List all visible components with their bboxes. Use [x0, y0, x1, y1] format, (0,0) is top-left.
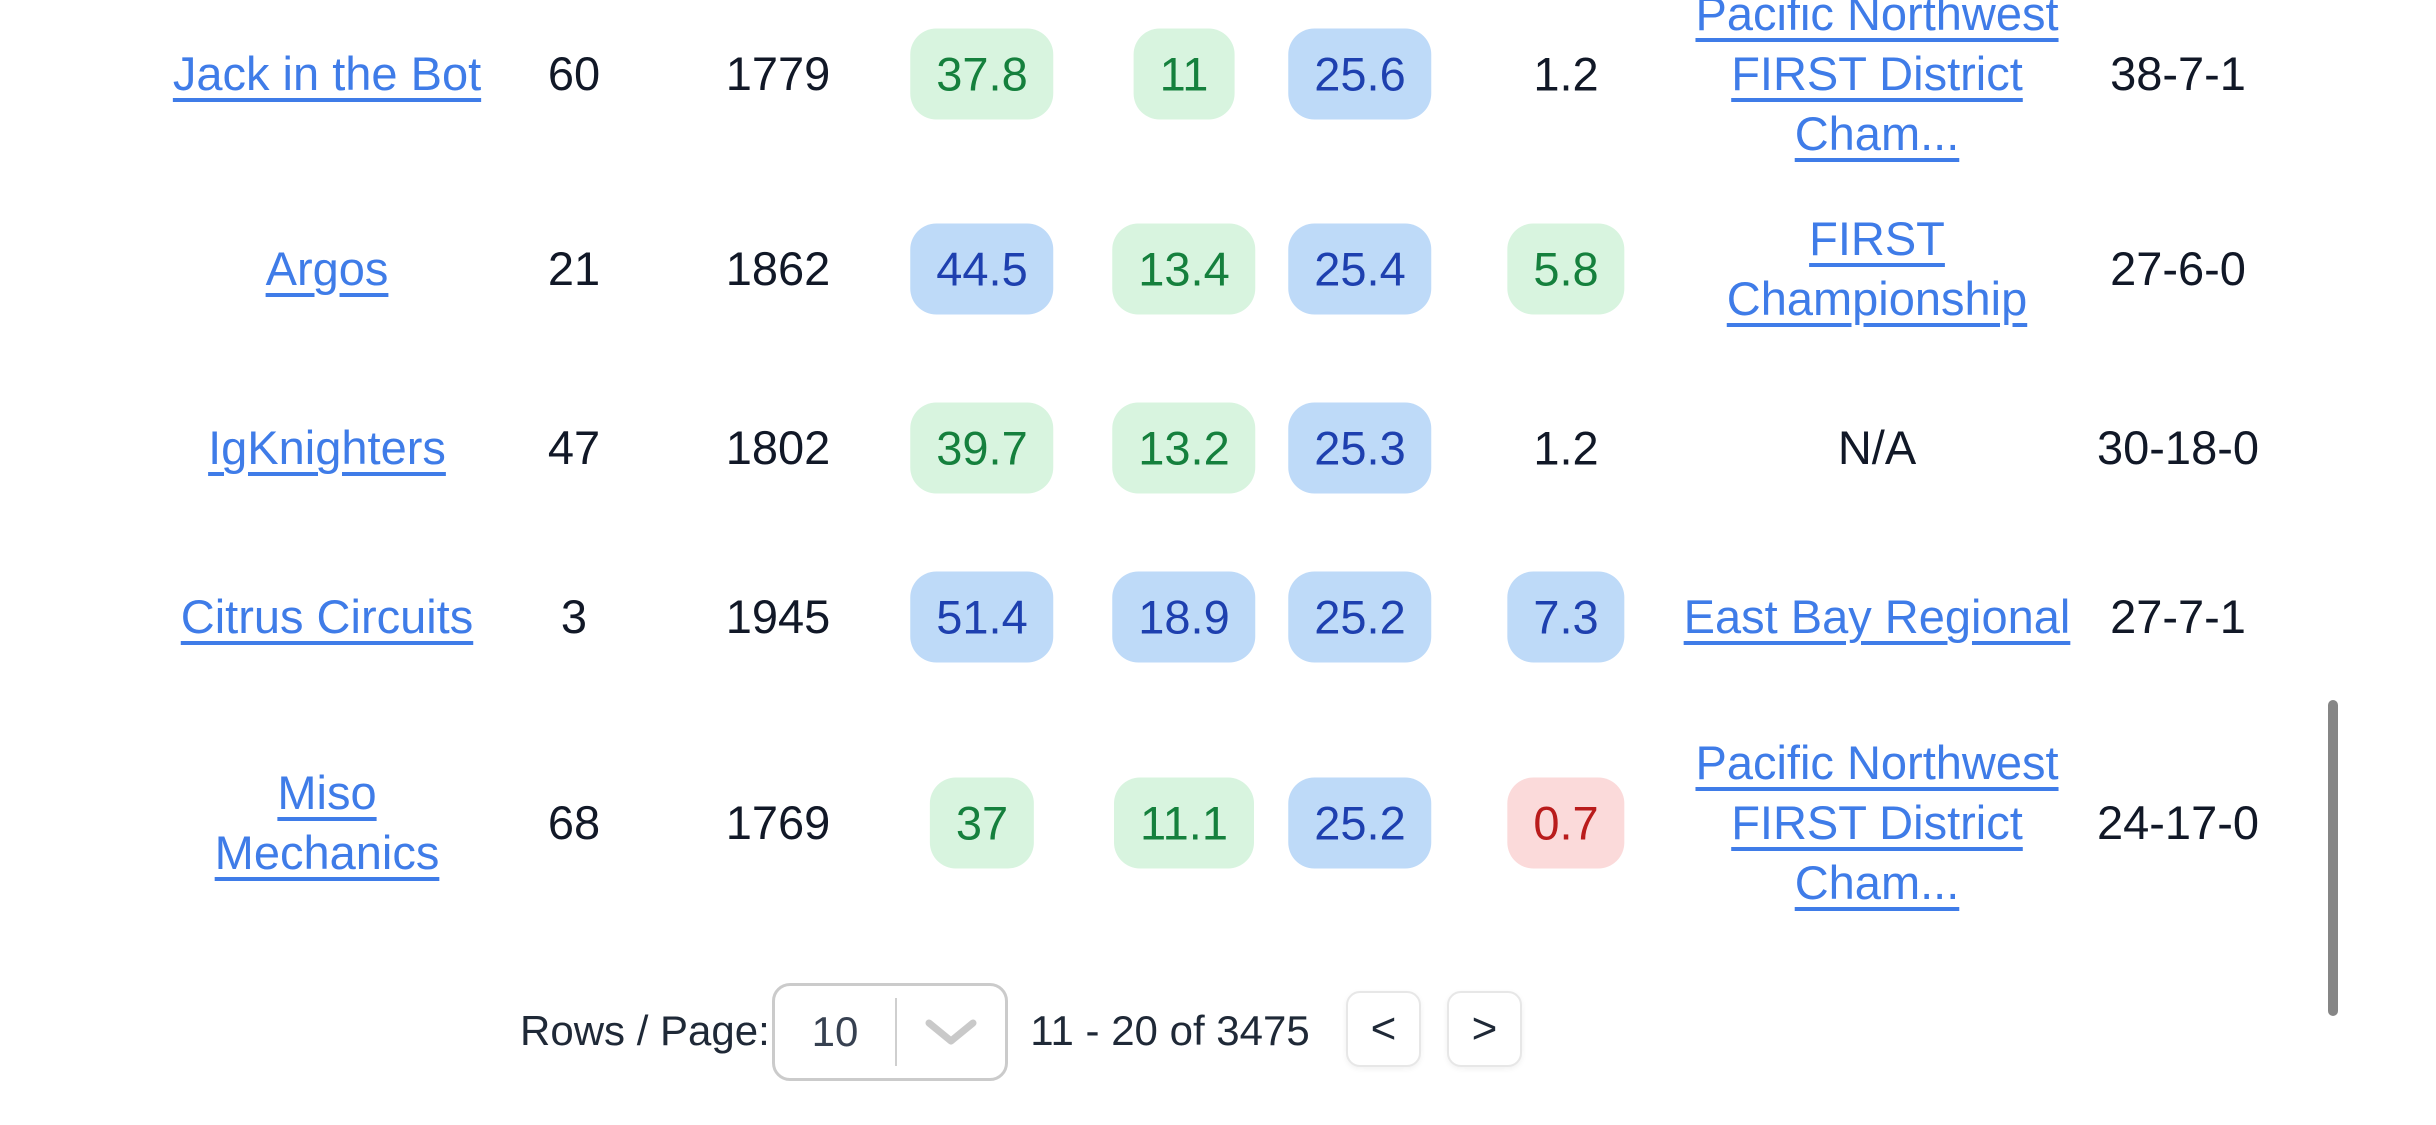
- rows-per-page-value: 10: [811, 1008, 859, 1055]
- epa-total-badge: 37: [929, 777, 1035, 868]
- epa-endgame-badge: 0.7: [1507, 777, 1625, 868]
- table-row: Citrus Circuits 3 1945 51.4 18.9 25.2 7.…: [0, 534, 2436, 700]
- team-number: 1802: [725, 421, 831, 474]
- team-number: 1769: [725, 795, 831, 849]
- team-number: 1945: [725, 590, 831, 643]
- epa-total-badge: 51.4: [910, 571, 1054, 663]
- epa-total-badge: 37.8: [910, 28, 1054, 119]
- epa-endgame-badge: 1.2: [1533, 47, 1599, 100]
- rank-value: 47: [547, 421, 601, 474]
- epa-teleop-badge: 25.6: [1288, 28, 1432, 119]
- chevron-left-icon: <: [1370, 1004, 1397, 1053]
- epa-auto-badge: 18.9: [1112, 571, 1256, 663]
- epa-endgame-badge: 5.8: [1507, 223, 1625, 314]
- team-link[interactable]: Citrus Circuits: [180, 590, 474, 643]
- table-row: Jack in the Bot 60 1779 37.8 11 25.6 1.2…: [0, 0, 2436, 175]
- epa-auto-badge: 11: [1133, 28, 1235, 119]
- record-value: 38-7-1: [2110, 46, 2246, 100]
- epa-teleop-badge: 25.3: [1288, 402, 1432, 494]
- chevron-down-icon: [897, 986, 1005, 1078]
- epa-teleop-badge: 25.2: [1288, 777, 1432, 868]
- epa-total-badge: 44.5: [910, 223, 1054, 314]
- team-link[interactable]: IgKnighters: [208, 421, 446, 474]
- epa-teleop-badge: 25.2: [1288, 571, 1432, 663]
- page-range-label: 11 - 20 of 3475: [1030, 1007, 1310, 1054]
- epa-auto-badge: 13.4: [1112, 223, 1256, 314]
- record-value: 27-6-0: [2110, 241, 2246, 295]
- select-divider: [895, 998, 897, 1066]
- rank-value: 68: [547, 795, 601, 849]
- vertical-scrollbar-thumb[interactable]: [2328, 700, 2338, 1016]
- epa-auto-badge: 11.1: [1114, 777, 1254, 868]
- record-value: 27-7-1: [2110, 590, 2246, 643]
- event-none-value: N/A: [1837, 421, 1917, 474]
- prev-page-button[interactable]: <: [1346, 991, 1421, 1067]
- event-link[interactable]: FIRST Championship: [1726, 211, 2028, 325]
- table-row: IgKnighters 47 1802 39.7 13.2 25.3 1.2 N…: [0, 362, 2436, 534]
- rows-per-page-select[interactable]: 10: [772, 983, 1008, 1081]
- epa-total-badge: 39.7: [910, 402, 1054, 494]
- team-link[interactable]: Argos: [265, 241, 389, 295]
- event-link[interactable]: Pacific Northwest FIRST District Cham...: [1695, 735, 2059, 909]
- table-row: Argos 21 1862 44.5 13.4 25.4 5.8 FIRST C…: [0, 175, 2436, 362]
- rows-per-page-label: Rows / Page:: [520, 1007, 770, 1054]
- team-link[interactable]: Miso Mechanics: [214, 765, 440, 879]
- rank-value: 60: [547, 46, 601, 100]
- event-link[interactable]: East Bay Regional: [1683, 590, 2071, 643]
- epa-endgame-badge: 1.2: [1533, 421, 1599, 475]
- team-number: 1862: [725, 241, 831, 295]
- rank-value: 3: [560, 590, 588, 643]
- record-value: 24-17-0: [2097, 795, 2259, 849]
- table-row: Miso Mechanics 68 1769 37 11.1 25.2 0.7 …: [0, 700, 2436, 945]
- epa-teleop-badge: 25.4: [1288, 223, 1432, 314]
- rank-value: 21: [547, 241, 601, 295]
- team-link[interactable]: Jack in the Bot: [172, 46, 482, 100]
- teams-table: Jack in the Bot 60 1779 37.8 11 25.6 1.2…: [0, 0, 2436, 945]
- next-page-button[interactable]: >: [1447, 991, 1522, 1067]
- epa-endgame-badge: 7.3: [1507, 571, 1625, 663]
- epa-auto-badge: 13.2: [1112, 402, 1256, 494]
- team-number: 1779: [725, 46, 831, 100]
- event-link[interactable]: Pacific Northwest FIRST District Cham...: [1695, 0, 2059, 160]
- record-value: 30-18-0: [2097, 421, 2259, 474]
- chevron-right-icon: >: [1471, 1004, 1498, 1053]
